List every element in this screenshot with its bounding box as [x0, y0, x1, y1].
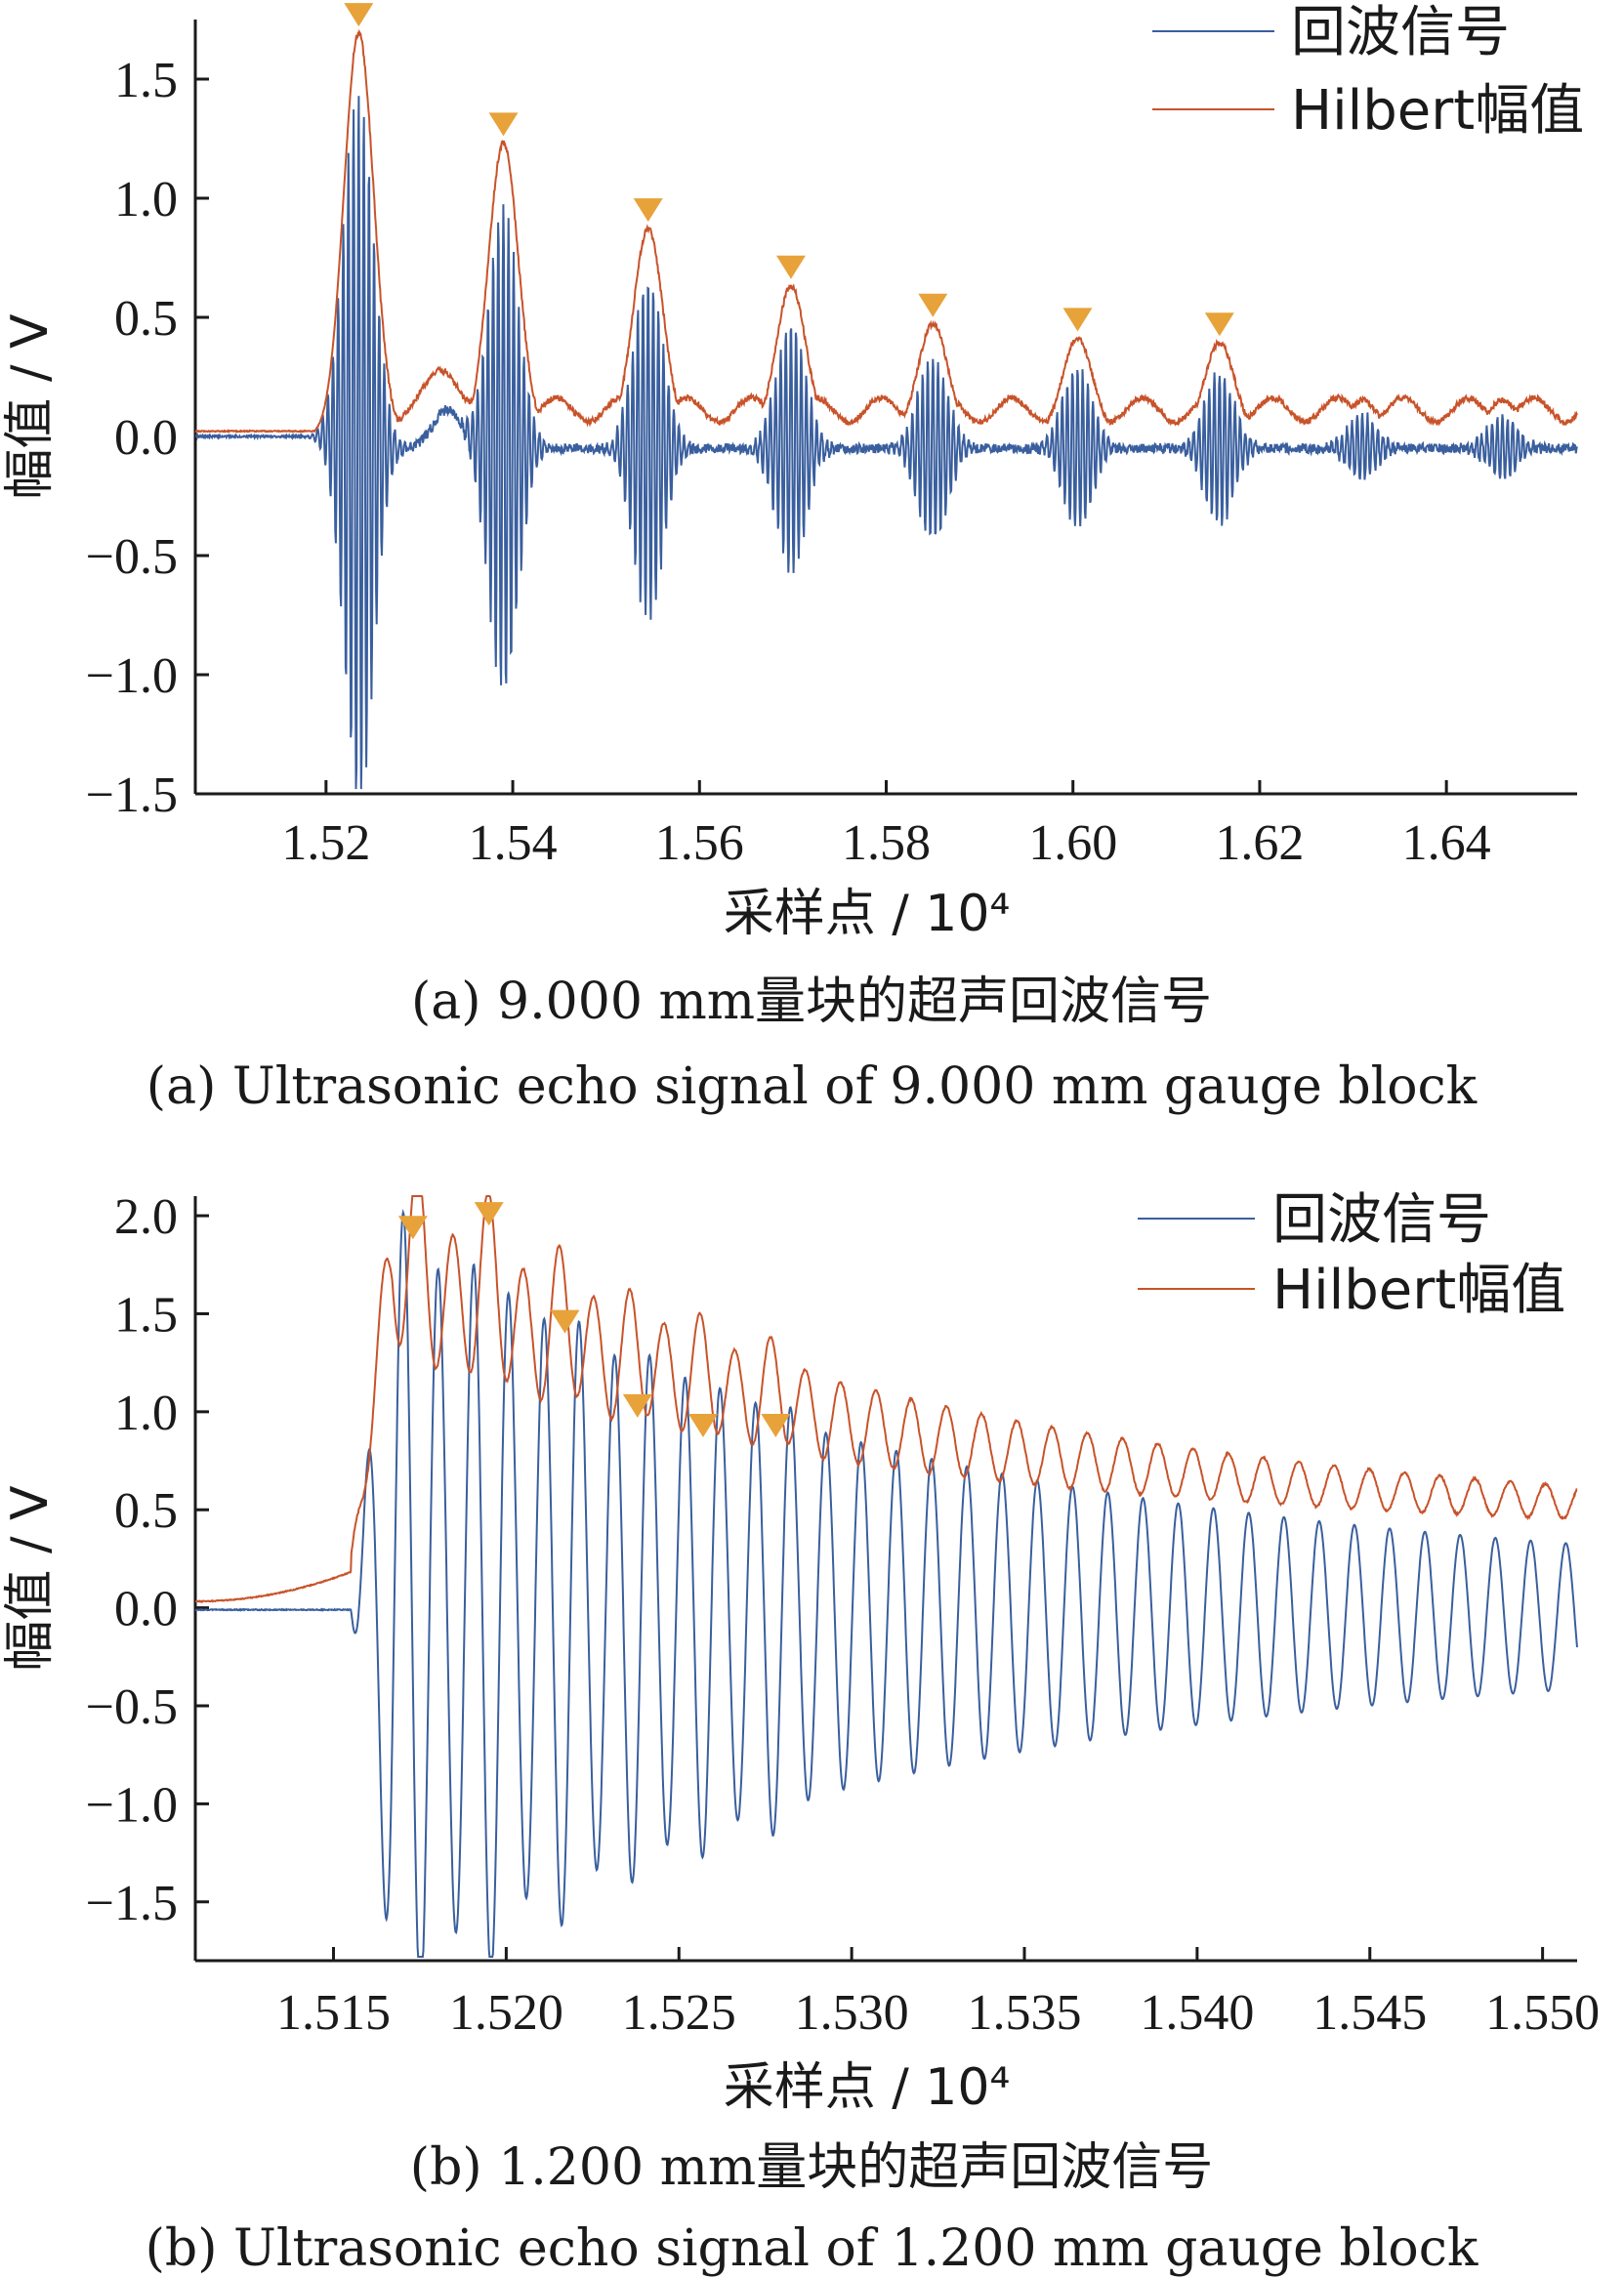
- y-tick-label: −1.5: [86, 1876, 178, 1931]
- series-line-echo: [194, 1208, 1578, 1958]
- series-line-hilbert: [194, 28, 1578, 434]
- y-tick-label: 1.0: [114, 172, 178, 228]
- y-tick-label: 1.5: [114, 53, 178, 108]
- y-axis-title: 幅值 / V: [1, 313, 60, 500]
- y-tick-label: 2.0: [114, 1189, 178, 1245]
- peak-marker: [1062, 308, 1093, 332]
- y-tick-label: −0.5: [86, 529, 178, 585]
- peak-marker: [918, 293, 948, 317]
- y-tick-label: 0.0: [114, 1582, 178, 1637]
- caption-cn: (b) 1.200 mm量块的超声回波信号: [410, 2138, 1213, 2197]
- legend-label-hilbert: Hilbert幅值: [1272, 1259, 1565, 1322]
- legend-label-echo: 回波信号: [1272, 1188, 1491, 1252]
- x-tick-label: 1.525: [622, 1985, 736, 2041]
- x-tick-label: 1.545: [1312, 1985, 1427, 2041]
- legend-label-echo: 回波信号: [1291, 1, 1510, 64]
- peak-marker: [622, 1393, 652, 1418]
- x-tick-label: 1.58: [842, 815, 931, 871]
- y-tick-label: −0.5: [86, 1679, 178, 1735]
- chart-b: 2.0 1.5 1.0 0.5 0.0 −0.5 −1.0 −1.5 1.515 1.520 1.5…: [1, 1188, 1600, 2278]
- y-tick-label: −1.0: [86, 1777, 178, 1833]
- chart-a: 1.5 1.0 0.5 0.0 −0.5 −1.0 −1.5 1.52 1.54 1.56 1.58…: [1, 1, 1584, 1116]
- x-tick-label: 1.64: [1402, 815, 1491, 871]
- peak-marker: [775, 255, 806, 279]
- y-tick-label: 0.5: [114, 291, 178, 347]
- caption-cn: (a) 9.000 mm量块的超声回波信号: [411, 973, 1212, 1031]
- caption-en: (b) Ultrasonic echo signal of 1.200 mm g…: [146, 2219, 1478, 2278]
- x-tick-label: 1.515: [276, 1985, 391, 2041]
- legend-label-hilbert: Hilbert幅值: [1291, 79, 1584, 143]
- peak-marker: [488, 112, 519, 137]
- series-line-echo: [195, 96, 1578, 790]
- y-axis-title: 幅值 / V: [1, 1485, 60, 1672]
- peak-marker: [344, 3, 374, 27]
- x-tick-label: 1.530: [795, 1985, 909, 2041]
- peak-marker: [761, 1413, 791, 1437]
- y-tick-label: 0.0: [114, 410, 178, 466]
- y-tick-label: 1.5: [114, 1287, 178, 1343]
- x-axis-title: 采样点 / 10⁴: [724, 2058, 1011, 2117]
- x-tick-label: 1.52: [281, 815, 370, 871]
- peak-marker: [397, 1216, 428, 1240]
- x-tick-label: 1.60: [1028, 815, 1117, 871]
- x-tick-label: 1.62: [1215, 815, 1304, 871]
- y-tick-label: −1.5: [86, 767, 178, 823]
- x-tick-label: 1.535: [968, 1985, 1082, 2041]
- peak-marker: [550, 1309, 580, 1334]
- y-tick-label: 0.5: [114, 1483, 178, 1539]
- peak-marker: [633, 198, 663, 223]
- y-tick-label: 1.0: [114, 1386, 178, 1441]
- y-tick-label: −1.0: [86, 648, 178, 704]
- peak-marker: [1204, 312, 1234, 337]
- x-tick-label: 1.520: [449, 1985, 563, 2041]
- caption-en: (a) Ultrasonic echo signal of 9.000 mm g…: [146, 1057, 1478, 1116]
- series-line-hilbert: [195, 1195, 1578, 1603]
- x-tick-label: 1.550: [1485, 1985, 1600, 2041]
- x-tick-label: 1.56: [655, 815, 744, 871]
- peak-marker: [474, 1202, 504, 1226]
- x-tick-label: 1.54: [469, 815, 558, 871]
- x-tick-label: 1.540: [1140, 1985, 1254, 2041]
- x-axis-title: 采样点 / 10⁴: [724, 885, 1011, 943]
- peak-marker: [688, 1413, 719, 1437]
